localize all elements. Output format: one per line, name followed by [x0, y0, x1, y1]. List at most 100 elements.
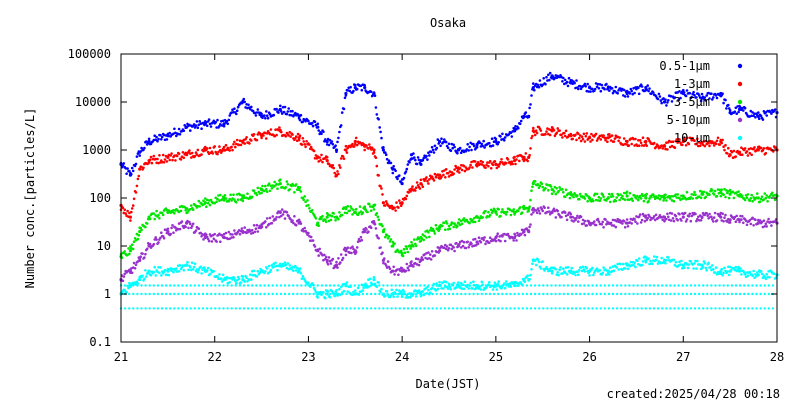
series-5-baseline-point: [697, 292, 701, 296]
series-2-point: [228, 149, 231, 152]
series-5-point: [765, 272, 768, 276]
series-5-point: [165, 273, 169, 277]
series-3-point: [527, 209, 530, 213]
series-5-baseline-point: [542, 284, 545, 287]
series-5-baseline-point: [509, 307, 512, 310]
series-1-point: [155, 135, 158, 139]
series-5-baseline-point: [374, 284, 377, 287]
series-3-point: [645, 192, 648, 196]
series-5-baseline-point: [394, 292, 397, 296]
series-2-point: [627, 144, 631, 147]
series-3-point: [614, 199, 618, 203]
series-3-point: [765, 194, 768, 197]
series-2-point: [280, 130, 283, 134]
series-1-point: [482, 139, 486, 143]
series-1-point: [722, 101, 725, 105]
series-5-baseline-point: [685, 292, 688, 296]
series-5-baseline-point: [554, 307, 557, 310]
series-2-point: [196, 148, 200, 152]
series-5-point: [266, 271, 270, 275]
series-5-baseline-point: [656, 284, 660, 287]
series-4-point: [444, 243, 447, 247]
series-3-point: [722, 193, 725, 196]
series-1-point: [757, 117, 761, 120]
series-1-point: [568, 81, 572, 84]
series-3-point: [242, 194, 246, 197]
series-1-point: [335, 150, 338, 153]
x-tick-label: 26: [582, 350, 596, 364]
series-5-baseline-point: [214, 307, 217, 310]
series-5-baseline-point: [427, 284, 430, 287]
series-5-point: [753, 276, 756, 280]
series-3-point: [173, 211, 176, 215]
series-5-baseline-point: [456, 292, 459, 296]
series-5-point: [549, 266, 553, 270]
series-1-point: [439, 144, 442, 148]
series-5-baseline-point: [419, 307, 422, 310]
series-5-baseline-point: [361, 284, 365, 287]
series-5-baseline-point: [197, 307, 201, 310]
series-5-point: [220, 277, 223, 280]
series-3-point: [329, 218, 333, 222]
series-3-point: [330, 214, 334, 218]
series-5-baseline-point: [710, 292, 713, 296]
series-2-point: [434, 175, 438, 179]
series-2-point: [216, 152, 219, 156]
series-4-point: [763, 225, 767, 228]
series-3-point: [412, 244, 415, 248]
series-3-point: [239, 198, 243, 201]
series-3-point: [508, 208, 512, 211]
series-3-point: [390, 245, 394, 248]
series-4-point: [742, 221, 745, 225]
series-5-baseline-point: [697, 307, 701, 310]
series-2-point: [218, 145, 221, 148]
series-3-point: [388, 240, 392, 243]
series-5-baseline-point: [210, 284, 213, 287]
series-3-point: [320, 217, 323, 220]
series-5-baseline-point: [476, 307, 479, 310]
series-2-point: [455, 166, 458, 169]
series-5-baseline-point: [521, 284, 524, 287]
series-4-point: [416, 257, 420, 261]
series-2-point: [450, 171, 454, 174]
series-5-point: [654, 258, 658, 262]
series-2-point: [511, 162, 514, 166]
series-5-baseline-point: [677, 284, 680, 287]
series-5-point: [656, 262, 660, 265]
series-2-point: [170, 152, 173, 155]
series-5-point: [685, 263, 689, 266]
series-1-point: [143, 146, 146, 150]
series-5-baseline-point: [431, 292, 434, 296]
series-1-point: [372, 91, 376, 94]
series-1-point: [222, 124, 226, 128]
series-1-point: [212, 119, 216, 123]
series-5-point: [497, 280, 501, 283]
series-5-point: [615, 266, 618, 269]
series-1-point: [275, 107, 278, 111]
series-2-point: [520, 155, 524, 158]
series-5-baseline-point: [128, 284, 131, 287]
series-5-baseline-point: [164, 284, 168, 287]
series-2-point: [156, 157, 159, 161]
series-1-point: [385, 157, 389, 161]
series-3-point: [630, 197, 633, 200]
series-2-point: [317, 160, 321, 163]
series-2-point: [577, 132, 580, 136]
series-2-point: [440, 175, 443, 178]
series-3-point: [749, 197, 753, 200]
series-5-point: [326, 290, 330, 293]
legend-marker: [737, 117, 743, 123]
series-5-point: [705, 269, 708, 272]
series-5-baseline-point: [292, 292, 295, 296]
series-5-baseline-point: [128, 292, 131, 296]
series-4-point: [674, 214, 678, 218]
series-2-point: [180, 155, 184, 158]
series-5-point: [608, 273, 611, 276]
series-1-point: [663, 100, 666, 104]
series-4-point: [373, 223, 377, 226]
series-1-point: [425, 154, 428, 158]
series-1-point: [629, 87, 633, 91]
series-1-point: [561, 80, 564, 83]
series-1-point: [532, 82, 535, 85]
series-5-point: [641, 260, 645, 263]
